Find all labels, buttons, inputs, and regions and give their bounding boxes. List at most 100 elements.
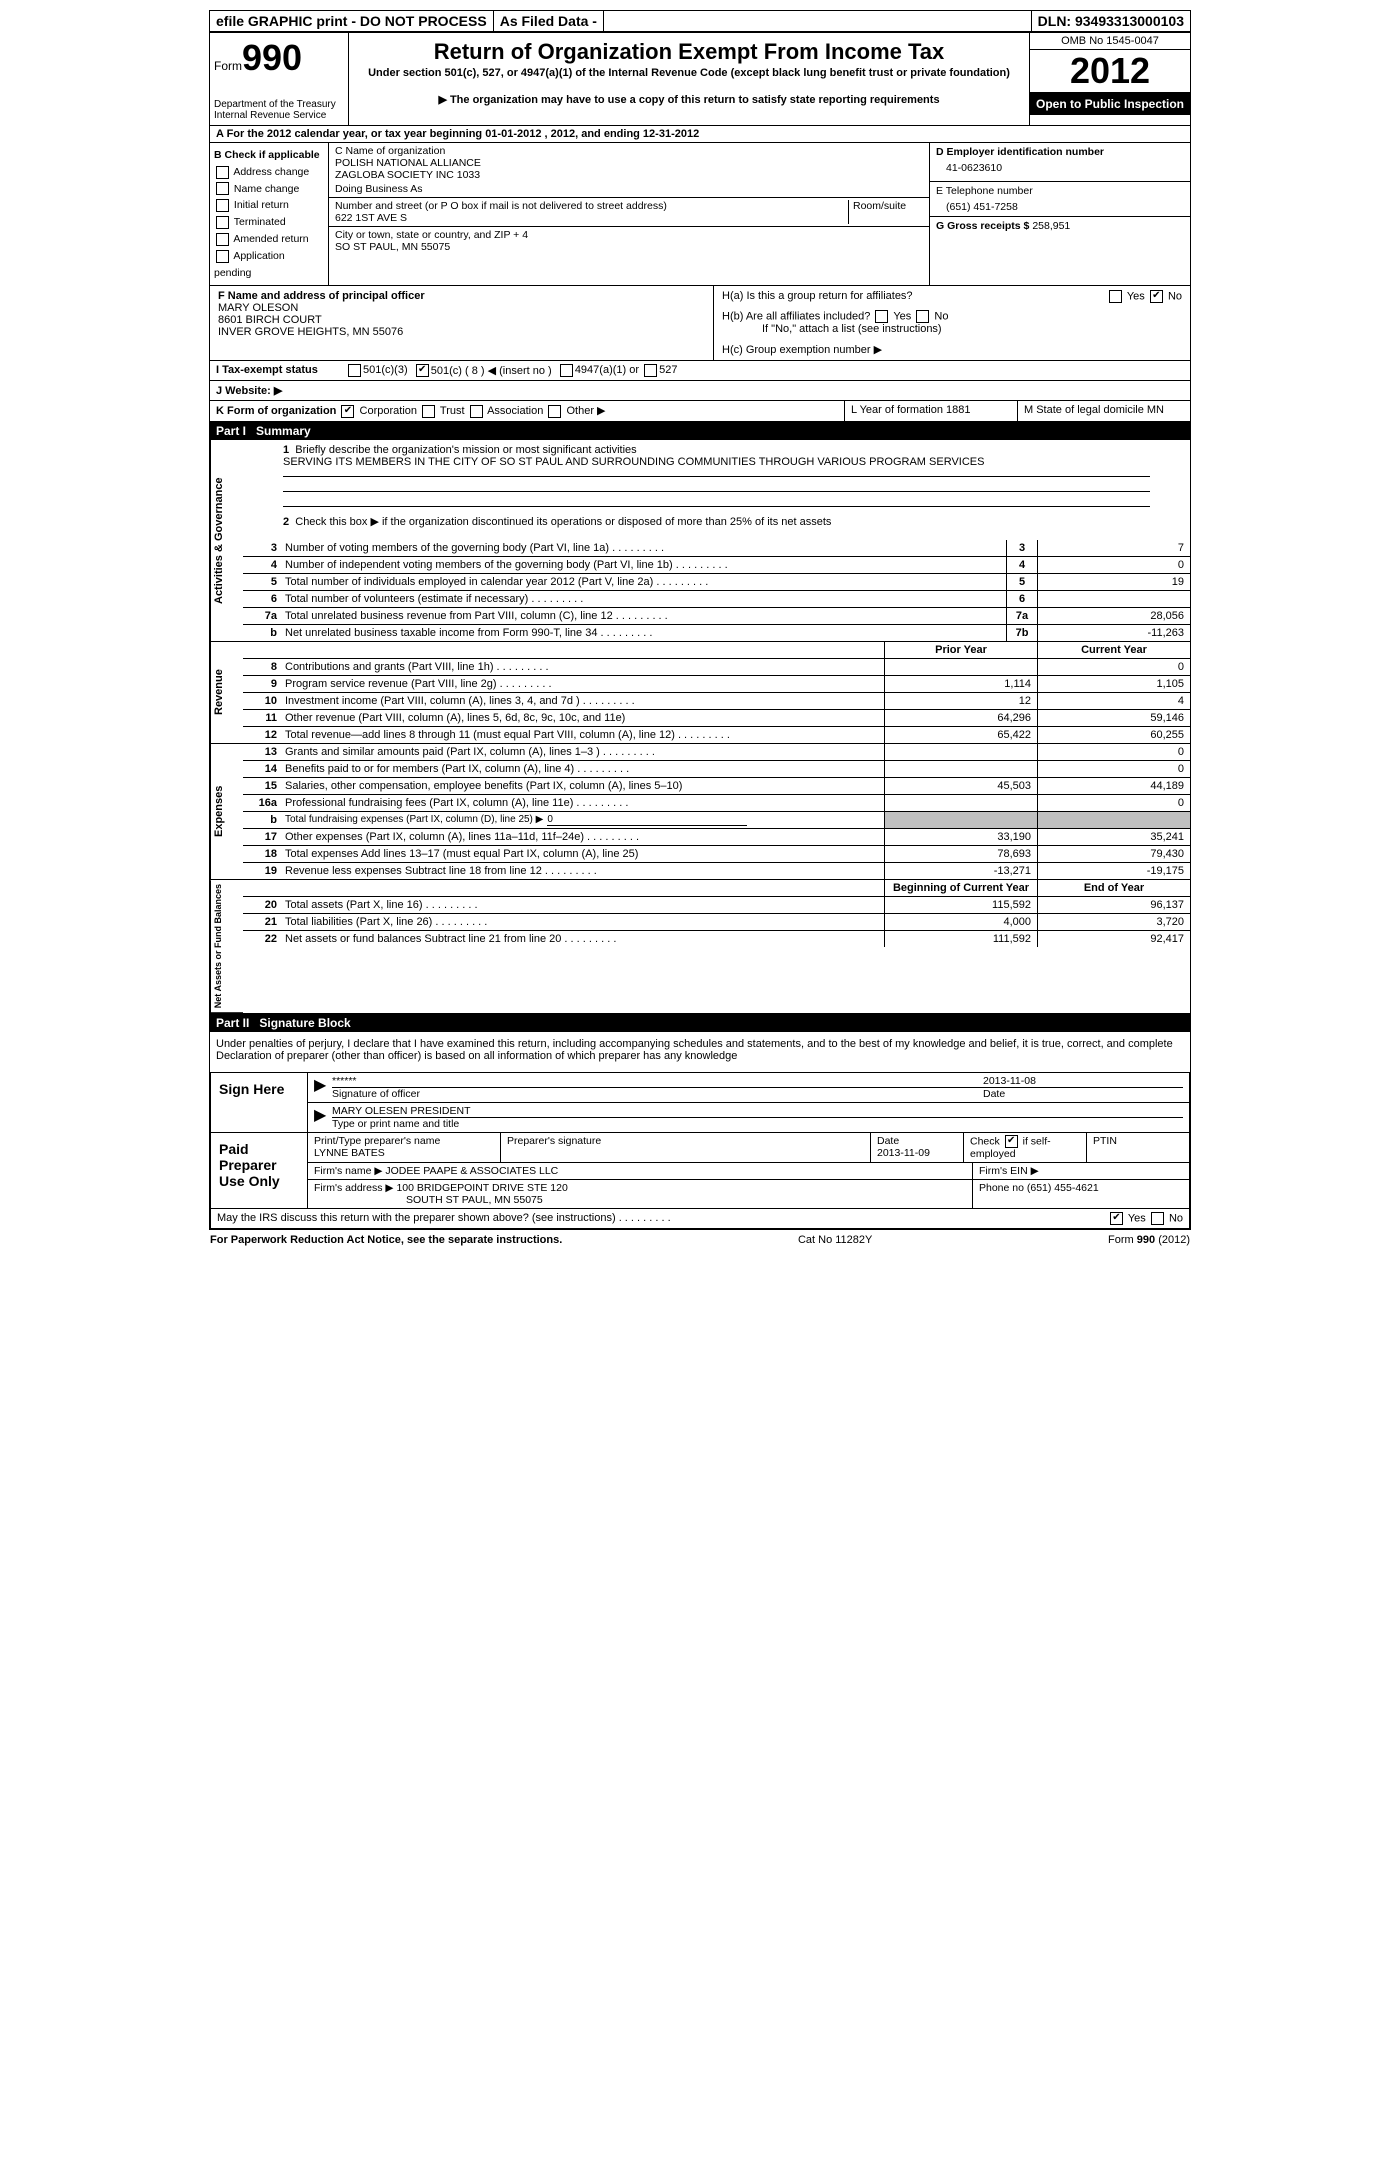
f-label: F Name and address of principal officer [218,290,705,302]
part1-header: Part I Summary [210,422,1190,440]
l13-desc: Grants and similar amounts paid (Part IX… [281,744,884,760]
l20-by: 115,592 [884,897,1037,913]
street-value: 622 1ST AVE S [335,212,844,224]
cb-discuss-no[interactable] [1151,1212,1164,1225]
org-name-label: C Name of organization [335,145,923,157]
sig-name-col: MARY OLESEN PRESIDENT Type or print name… [332,1105,1183,1130]
dln: DLN: 93493313000103 [1032,11,1190,31]
firm-name: JODEE PAAPE & ASSOCIATES LLC [385,1165,558,1177]
other-label: Other ▶ [566,405,605,417]
footer-center: Cat No 11282Y [798,1234,872,1246]
l18-cy: 79,430 [1037,846,1190,862]
sig-name: MARY OLESEN PRESIDENT [332,1105,1183,1117]
cb-discuss-yes[interactable] [1110,1212,1123,1225]
501c-label: 501(c) ( 8 ) ◀ (insert no ) [431,364,552,377]
sig-arrow-icon: ▶ [314,1075,332,1100]
sig-stars: ****** [332,1075,983,1087]
cb-trust[interactable] [422,405,435,418]
l9-py: 1,114 [884,676,1037,692]
form-number: 990 [242,37,302,78]
firm-name-label: Firm's name ▶ [314,1165,382,1177]
ha-row: H(a) Is this a group return for affiliat… [722,290,1182,302]
form-title: Return of Organization Exempt From Incom… [359,39,1019,65]
line8: 8Contributions and grants (Part VIII, li… [243,659,1190,676]
cb-self-employed[interactable] [1005,1135,1018,1148]
k-form-org: K Form of organization Corporation Trust… [210,401,845,421]
sig-type-label: Type or print name and title [332,1117,1183,1130]
cb-app-pending[interactable]: Application pending [214,248,324,282]
prep-row1: Print/Type preparer's nameLYNNE BATES Pr… [308,1133,1189,1163]
line11: 11Other revenue (Part VIII, column (A), … [243,710,1190,727]
f-officer: F Name and address of principal officer … [210,286,714,360]
summary-netassets: Net Assets or Fund Balances Beginning of… [210,880,1190,1014]
ha-yes-cb[interactable] [1109,290,1122,303]
sig-line1: ▶ ****** Signature of officer 2013-11-08… [308,1073,1189,1103]
cb-address-change[interactable]: Address change [214,164,324,181]
l14-py [884,761,1037,777]
prep-name-label: Print/Type preparer's name [314,1135,494,1147]
hb-no-cb[interactable] [916,310,929,323]
side-expenses: Expenses [210,744,243,880]
sig-date: 2013-11-08 [983,1075,1183,1087]
cb-corp[interactable] [341,405,354,418]
cb-name-change[interactable]: Name change [214,181,324,198]
l9-desc: Program service revenue (Part VIII, line… [281,676,884,692]
ha-no-cb[interactable] [1150,290,1163,303]
line9: 9Program service revenue (Part VIII, lin… [243,676,1190,693]
na-rows: Beginning of Current YearEnd of Year 20T… [243,880,1190,1013]
current-year-hdr: Current Year [1037,642,1190,658]
cb-initial-return[interactable]: Initial return [214,197,324,214]
cb-501c3[interactable] [348,364,361,377]
line12: 12Total revenue—add lines 8 through 11 (… [243,727,1190,744]
na-header: Beginning of Current YearEnd of Year [243,880,1190,897]
527-label: 527 [659,364,677,377]
part2-label: Part II [216,1016,259,1030]
yes-label2: Yes [893,311,911,323]
rev-rows: Prior YearCurrent Year 8Contributions an… [243,642,1190,744]
line7b: bNet unrelated business taxable income f… [243,625,1190,642]
l9-cy: 1,105 [1037,676,1190,692]
phone-cell: E Telephone number (651) 451-7258 [930,182,1190,217]
firm-addr2: SOUTH ST PAUL, MN 55075 [314,1194,543,1206]
l20-desc: Total assets (Part X, line 16) [281,897,884,913]
l16a-desc: Professional fundraising fees (Part IX, … [281,795,884,811]
cb-4947[interactable] [560,364,573,377]
cb-amended[interactable]: Amended return [214,231,324,248]
header-right: OMB No 1545-0047 2012 Open to Public Ins… [1030,33,1190,125]
firm-addr-label: Firm's address ▶ [314,1182,394,1194]
hb-row: H(b) Are all affiliates included? Yes No… [722,310,1182,335]
l19-desc: Revenue less expenses Subtract line 18 f… [281,863,884,879]
k-label: K Form of organization [216,405,336,417]
cb-terminated[interactable]: Terminated [214,214,324,231]
gross-label: G Gross receipts $ [936,220,1029,232]
line17: 17Other expenses (Part IX, column (A), l… [243,829,1190,846]
efile-notice: efile GRAPHIC print - DO NOT PROCESS [210,11,494,31]
sig-date-label: Date [983,1087,1183,1100]
rev-header: Prior YearCurrent Year [243,642,1190,659]
l4-desc: Number of independent voting members of … [281,557,1006,573]
cb-assoc[interactable] [470,405,483,418]
firm-name-col: Firm's name ▶ JODEE PAAPE & ASSOCIATES L… [308,1163,973,1179]
hb-yes-cb[interactable] [875,310,888,323]
assoc-label: Association [487,405,543,417]
firm-addr-col: Firm's address ▶ 100 BRIDGEPOINT DRIVE S… [308,1180,973,1208]
ein-cell: D Employer identification number 41-0623… [930,143,1190,182]
part1-label: Part I [216,424,256,438]
l7b-val: -11,263 [1037,625,1190,641]
l4-val: 0 [1037,557,1190,573]
ptin-label: PTIN [1087,1133,1189,1162]
row-i: I Tax-exempt status 501(c)(3) 501(c) ( 8… [210,361,1190,381]
l8-cy: 0 [1037,659,1190,675]
l22-ey: 92,417 [1037,931,1190,947]
line22: 22Net assets or fund balances Subtract l… [243,931,1190,947]
cb-501c[interactable] [416,364,429,377]
cb-527[interactable] [644,364,657,377]
top-bar: efile GRAPHIC print - DO NOT PROCESS As … [210,11,1190,33]
l12-py: 65,422 [884,727,1037,743]
cb-other[interactable] [548,405,561,418]
col-b-checkboxes: B Check if applicable Address change Nam… [210,143,329,285]
form-990-page: efile GRAPHIC print - DO NOT PROCESS As … [209,10,1191,1230]
line3: 3Number of voting members of the governi… [243,540,1190,557]
form-subtitle: Under section 501(c), 527, or 4947(a)(1)… [359,67,1019,79]
l20-ey: 96,137 [1037,897,1190,913]
